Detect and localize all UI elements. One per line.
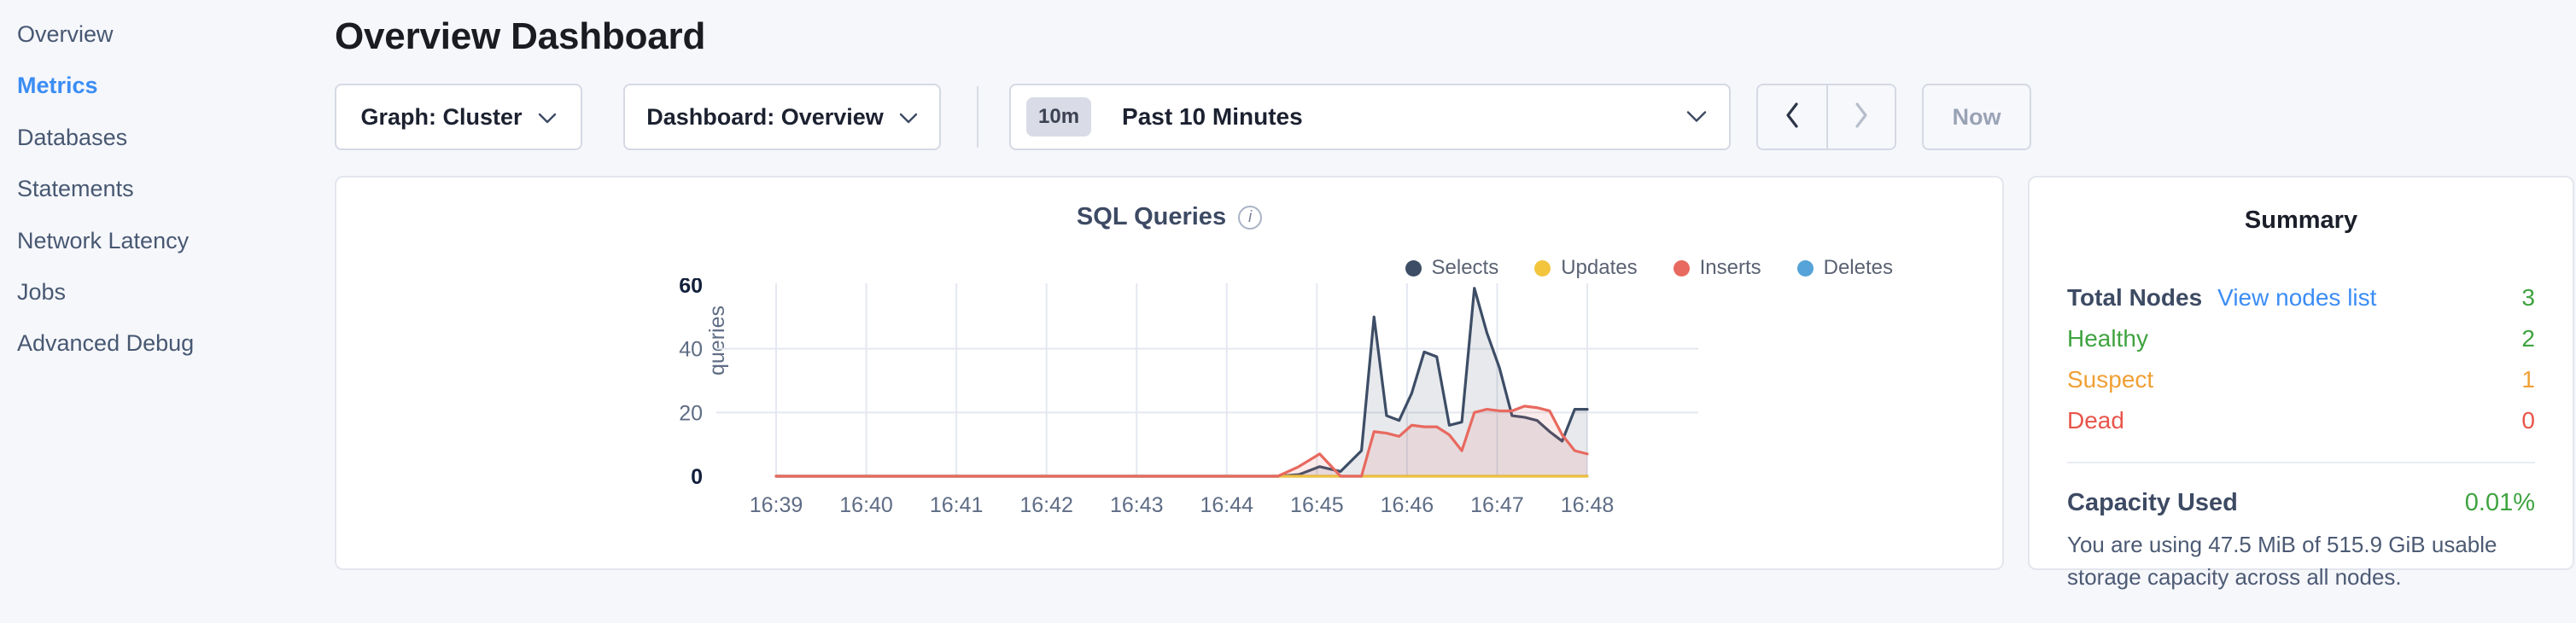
- chart-title: SQL Queries: [1076, 203, 1227, 230]
- graph-select[interactable]: Graph: Cluster: [335, 84, 582, 150]
- chart-plot: 0 20 40 60 16:39 16:40 16:41 16:42 16:43 16:44 16:…: [336, 274, 2002, 534]
- sidebar-item-jobs[interactable]: Jobs: [0, 266, 331, 317]
- summary-value: 3: [2521, 284, 2535, 311]
- view-nodes-list-link[interactable]: View nodes list: [2217, 284, 2377, 311]
- summary-value: 2: [2521, 325, 2535, 352]
- sidebar: Overview Metrics Databases Statements Ne…: [0, 0, 331, 623]
- legend-color-swatch: [1673, 259, 1690, 277]
- dashboard-content: SQL Queries i Selects Updates Inserts: [335, 176, 2576, 590]
- summary-title: Summary: [2244, 207, 2358, 234]
- dashboard-select[interactable]: Dashboard: Overview: [623, 84, 941, 150]
- svg-text:16:45: 16:45: [1290, 493, 1344, 517]
- legend-color-swatch: [1796, 259, 1814, 277]
- svg-text:16:39: 16:39: [750, 493, 803, 517]
- sidebar-item-label: Advanced Debug: [17, 330, 195, 357]
- svg-text:16:42: 16:42: [1019, 493, 1073, 517]
- chevron-down-icon: [899, 104, 918, 131]
- capacity-description: You are using 47.5 MiB of 515.9 GiB usab…: [2067, 532, 2497, 590]
- legend-label: Inserts: [1699, 256, 1761, 279]
- chart-title-row: SQL Queries i: [336, 178, 2002, 231]
- sidebar-item-label: Statements: [17, 176, 134, 202]
- legend-item-inserts[interactable]: Inserts: [1673, 256, 1761, 280]
- sidebar-item-advanced-debug[interactable]: Advanced Debug: [0, 317, 331, 369]
- capacity-used-label: Capacity Used: [2067, 489, 2238, 516]
- now-button-label: Now: [1952, 103, 2001, 130]
- sql-queries-card: SQL Queries i Selects Updates Inserts: [335, 176, 2004, 570]
- sidebar-item-databases[interactable]: Databases: [0, 112, 331, 163]
- svg-text:16:44: 16:44: [1200, 493, 1253, 517]
- chevron-down-icon: [538, 104, 557, 131]
- sidebar-item-label: Overview: [17, 21, 114, 47]
- timerange-select[interactable]: 10m Past 10 Minutes: [1009, 84, 1731, 150]
- svg-text:20: 20: [679, 401, 703, 425]
- sidebar-item-metrics[interactable]: Metrics: [0, 60, 331, 111]
- toolbar: Graph: Cluster Dashboard: Overview 10m P…: [335, 84, 2576, 150]
- now-button[interactable]: Now: [1922, 84, 2031, 150]
- legend-label: Deletes: [1823, 256, 1893, 279]
- sidebar-item-label: Jobs: [17, 278, 67, 305]
- capacity-used-row: Capacity Used 0.01%: [2067, 489, 2535, 517]
- toolbar-divider: [977, 86, 978, 148]
- sidebar-item-overview[interactable]: Overview: [0, 9, 331, 60]
- summary-label: Dead: [2067, 407, 2124, 434]
- svg-text:60: 60: [679, 278, 703, 298]
- summary-row-total-nodes: Total Nodes View nodes list 3: [2067, 284, 2535, 312]
- page-title: Overview Dashboard: [335, 15, 706, 57]
- chevron-right-icon: [1854, 102, 1869, 133]
- prev-button[interactable]: [1758, 85, 1826, 148]
- legend-item-deletes[interactable]: Deletes: [1796, 256, 1893, 280]
- svg-text:16:43: 16:43: [1110, 493, 1164, 517]
- svg-text:0: 0: [691, 465, 703, 489]
- next-button[interactable]: [1826, 85, 1895, 148]
- chart-legend: Selects Updates Inserts Deletes: [1405, 256, 1893, 280]
- legend-color-swatch: [1405, 259, 1422, 277]
- svg-text:16:46: 16:46: [1381, 493, 1434, 517]
- svg-text:16:41: 16:41: [930, 493, 984, 517]
- sidebar-item-statements[interactable]: Statements: [0, 163, 331, 214]
- summary-row-healthy: Healthy 2: [2067, 325, 2535, 352]
- info-icon[interactable]: i: [1238, 205, 1263, 230]
- sidebar-item-label: Network Latency: [17, 227, 190, 253]
- legend-label: Updates: [1561, 256, 1638, 279]
- summary-row-dead: Dead 0: [2067, 407, 2535, 434]
- summary-divider: [2067, 462, 2535, 463]
- summary-value: 0: [2521, 407, 2535, 434]
- chart-svg: 0 20 40 60 16:39 16:40 16:41 16:42 16:43 16:44 16:…: [679, 274, 1698, 517]
- svg-text:16:47: 16:47: [1470, 493, 1524, 517]
- legend-item-selects[interactable]: Selects: [1405, 256, 1499, 280]
- sidebar-item-label: Metrics: [17, 73, 98, 99]
- legend-color-swatch: [1534, 259, 1551, 277]
- summary-row-suspect: Suspect 1: [2067, 366, 2535, 393]
- timerange-label: Past 10 Minutes: [1122, 103, 1303, 130]
- chevron-down-icon: [1686, 111, 1707, 124]
- chevron-left-icon: [1785, 102, 1800, 133]
- summary-card: Summary Total Nodes View nodes list 3 He…: [2028, 176, 2574, 590]
- capacity-used-value: 0.01%: [2464, 489, 2535, 516]
- summary-label: Healthy: [2067, 325, 2148, 352]
- svg-text:16:40: 16:40: [839, 493, 893, 517]
- summary-value: 1: [2521, 366, 2535, 393]
- summary-label: Total Nodes: [2067, 284, 2203, 311]
- legend-label: Selects: [1431, 256, 1499, 279]
- legend-item-updates[interactable]: Updates: [1534, 256, 1638, 280]
- sidebar-item-network-latency[interactable]: Network Latency: [0, 215, 331, 266]
- svg-text:40: 40: [679, 338, 703, 362]
- summary-label: Suspect: [2067, 366, 2154, 393]
- main-content: Overview Dashboard Graph: Cluster Dashbo…: [331, 0, 2576, 623]
- graph-select-label: Graph: Cluster: [360, 103, 523, 130]
- timerange-nav-group: [1756, 84, 1896, 150]
- dashboard-select-label: Dashboard: Overview: [646, 103, 884, 130]
- svg-text:16:48: 16:48: [1561, 493, 1615, 517]
- timerange-badge: 10m: [1026, 97, 1092, 137]
- sidebar-item-label: Databases: [17, 124, 128, 150]
